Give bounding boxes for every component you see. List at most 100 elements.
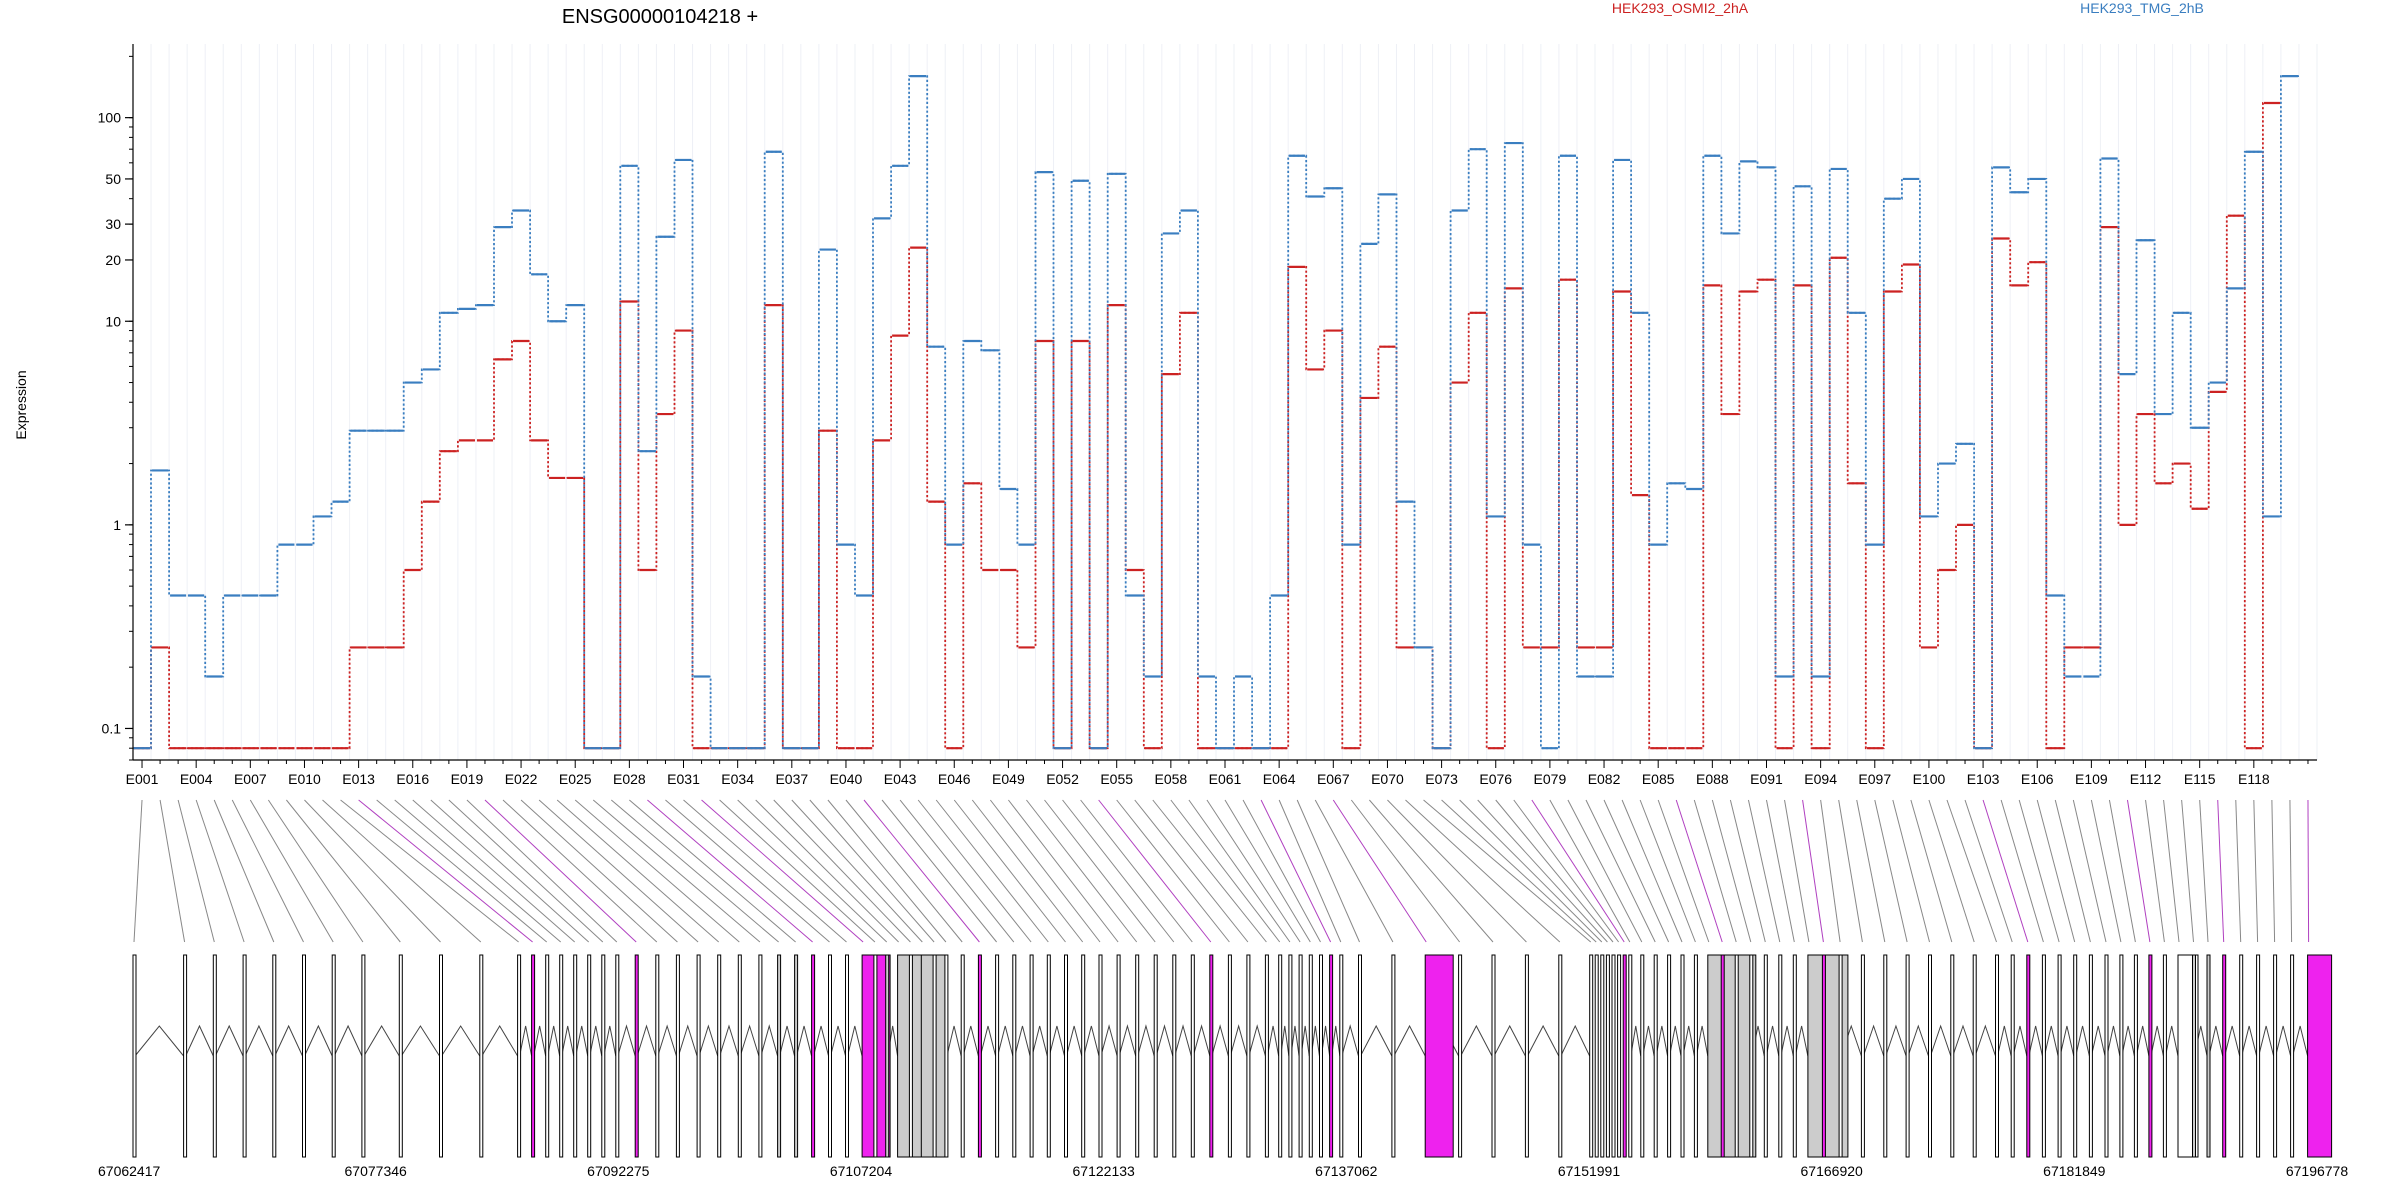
exon-mapping-line <box>953 799 1066 943</box>
exon-mapping-line <box>1585 799 1656 943</box>
genomic-tick-label: 67151991 <box>1558 1163 1621 1179</box>
intron-connector <box>1248 1024 1266 1057</box>
exon-mapping-line <box>899 799 1015 943</box>
exon-box <box>1640 954 1645 1158</box>
exon-mapping-line <box>1838 799 1863 943</box>
x-tick-label: E040 <box>830 771 863 787</box>
x-tick-label: E001 <box>126 771 159 787</box>
intron-connector <box>2121 1025 2135 1057</box>
exon-box <box>1135 954 1140 1158</box>
intron-connector <box>2150 1025 2164 1057</box>
x-tick-label: E004 <box>180 771 213 787</box>
exon-mapping-line <box>1784 799 1810 943</box>
x-tick-label: E115 <box>2184 771 2216 787</box>
intron-connector <box>739 1024 760 1057</box>
exon-mapping-line <box>1657 799 1710 943</box>
exon-box <box>2057 954 2062 1158</box>
intron-connector <box>1100 1024 1118 1057</box>
x-tick-label: E028 <box>613 771 646 787</box>
exon-box <box>1972 954 1977 1158</box>
x-tick-label: E037 <box>775 771 808 787</box>
exon-mapping-line <box>1350 799 1460 943</box>
genomic-tick-label: 67122133 <box>1073 1163 1136 1179</box>
intron-connector <box>1669 1025 1682 1057</box>
exon-box <box>655 954 660 1158</box>
axes: 0.1 1 10 20 30 50 100 E001 E004 E007 E010 E013 E016 E… <box>98 44 2317 787</box>
x-tick-label: E061 <box>1209 771 1242 787</box>
exon-box <box>995 954 1000 1158</box>
y-tick-label: 50 <box>105 171 121 187</box>
exon-box <box>1883 954 1888 1158</box>
exon-box <box>1749 954 1754 1158</box>
x-tick-label: E052 <box>1046 771 1079 787</box>
intron-connector <box>779 1025 796 1057</box>
intron-connector <box>1907 1024 1929 1057</box>
intron-connector <box>2075 1025 2090 1057</box>
intron-connector <box>1655 1025 1669 1057</box>
exon-mapping-line <box>1206 799 1301 943</box>
exon-mapping-line <box>1495 799 1614 943</box>
y-tick-label: 10 <box>105 313 121 329</box>
intron-connector <box>1083 1025 1100 1057</box>
exon-box <box>479 954 484 1158</box>
exon-box <box>2041 954 2046 1158</box>
exon-mapping-line <box>1026 799 1138 943</box>
exon-mapping-line <box>556 799 720 943</box>
exon-mapping-line <box>917 799 1032 943</box>
intron-connector <box>946 1025 962 1057</box>
exon-box <box>1594 954 1599 1158</box>
exon-mapping-line <box>376 799 548 943</box>
exon-box <box>1653 954 1658 1158</box>
exon-mapping-lines <box>133 799 2310 943</box>
x-tick-label: E010 <box>288 771 321 787</box>
exon-mapping-line <box>1621 799 1683 943</box>
exon-box <box>1763 954 1768 1158</box>
exon-mapping-line <box>249 799 334 943</box>
intron-connector <box>1885 1024 1907 1057</box>
exon-mapping-line <box>1567 799 1643 943</box>
exon-mapping-line <box>1441 799 1597 943</box>
exon-mapping-line <box>430 799 590 943</box>
exon-mapping-line <box>412 799 576 943</box>
exon-box <box>1264 954 1269 1158</box>
intron-connector <box>2090 1025 2106 1057</box>
exon-box <box>2222 954 2227 1158</box>
exon-box <box>1308 954 1313 1158</box>
intron-connector <box>2106 1025 2121 1057</box>
exon-box <box>2256 954 2261 1158</box>
exon-box <box>1928 954 1932 1158</box>
exon-mapping-line <box>863 799 980 943</box>
exon-mapping-line <box>791 799 923 943</box>
exon-box <box>1680 954 1685 1158</box>
exon-mapping-line <box>466 799 618 943</box>
intron-connector <box>2224 1025 2241 1057</box>
exon-box <box>2307 954 2333 1158</box>
intron-connector <box>1794 1025 1809 1057</box>
exon-box <box>2026 954 2031 1158</box>
exon-box <box>1116 954 1121 1158</box>
intron-connector <box>997 1025 1014 1057</box>
exon-mapping-line <box>2253 799 2259 943</box>
exon-mapping-line <box>1874 799 1908 943</box>
x-tick-label: E091 <box>1750 771 1783 787</box>
x-tick-label: E076 <box>1479 771 1512 787</box>
intron-connector <box>547 1025 561 1057</box>
exon-box <box>1622 954 1627 1158</box>
exon-box <box>1153 954 1158 1158</box>
exon-box <box>361 954 366 1158</box>
exon-mapping-line <box>1170 799 1281 943</box>
exon-box <box>1600 954 1605 1158</box>
intron-connector <box>274 1024 303 1057</box>
exon-mapping-line <box>2145 799 2165 943</box>
exon-box <box>1667 954 1672 1158</box>
intron-connector <box>400 1025 440 1057</box>
exon-box <box>2273 954 2278 1158</box>
exon-box <box>1821 954 1826 1158</box>
exon-mapping-line <box>2126 799 2151 943</box>
exon-box <box>1029 954 1034 1158</box>
exon-box <box>1720 954 1725 1158</box>
exon-mapping-line <box>1260 799 1332 943</box>
genomic-tick-label: 67137062 <box>1315 1163 1378 1179</box>
exon-mapping-line <box>701 799 864 943</box>
exon-box <box>1905 954 1910 1158</box>
